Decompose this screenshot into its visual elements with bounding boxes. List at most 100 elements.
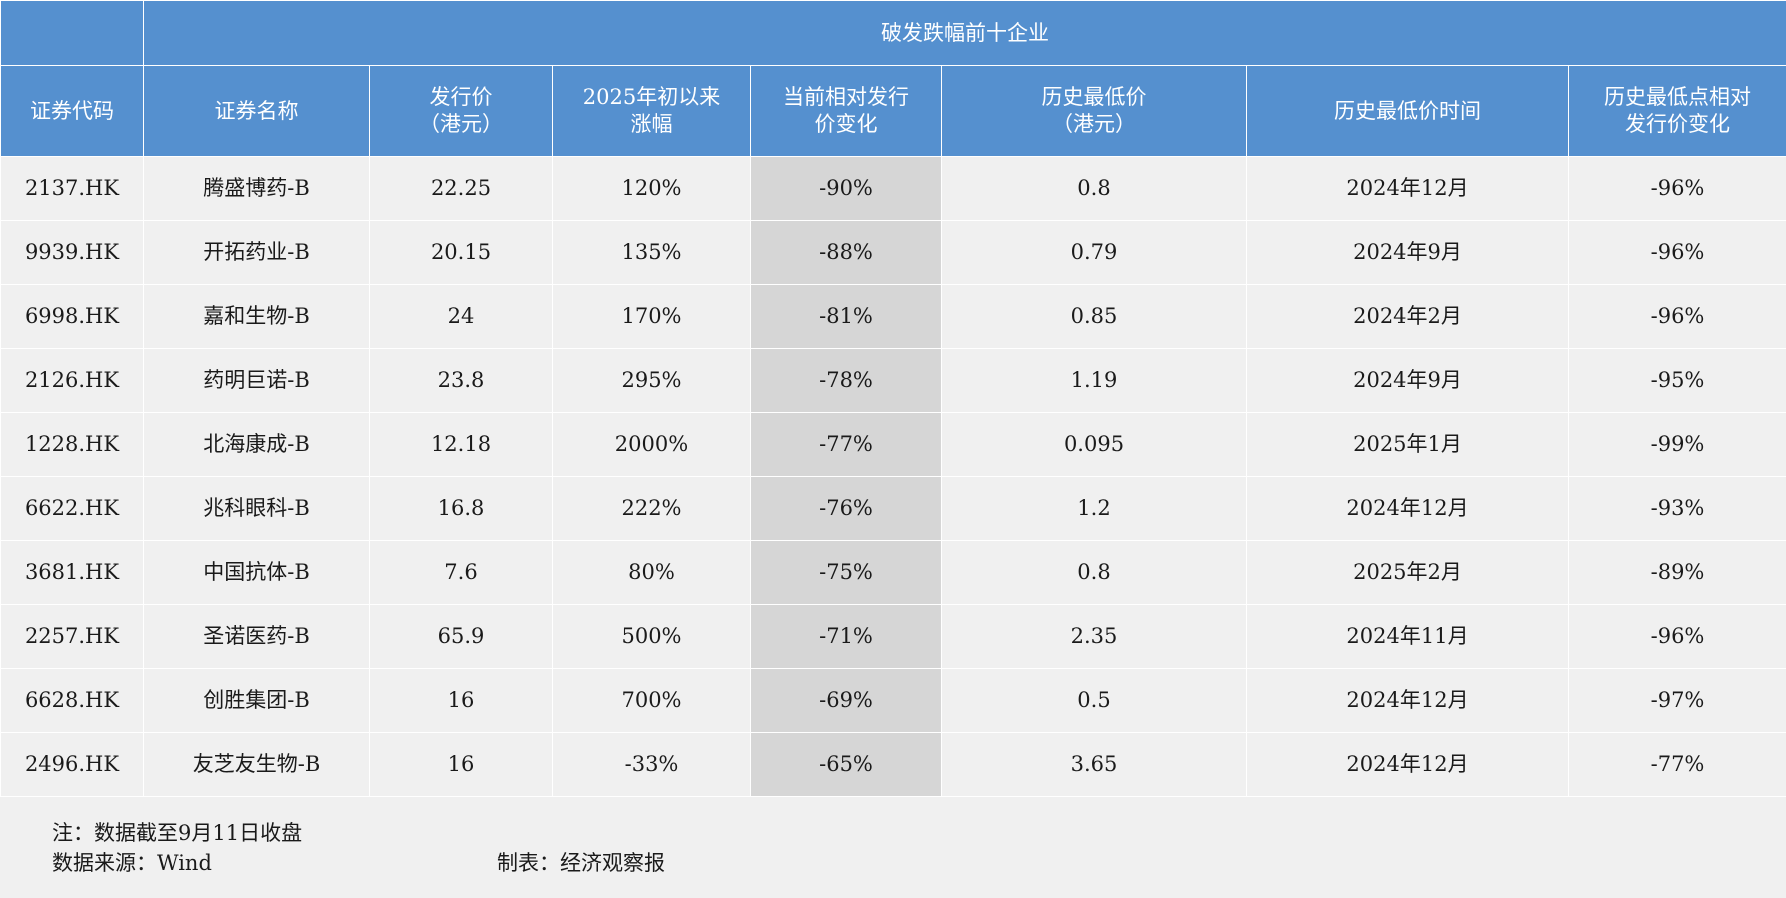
table-cell: 24 <box>369 284 553 349</box>
table-cell: 3681.HK <box>0 540 144 605</box>
table-row: 2137.HK 腾盛博药-B 22.25 120% -90% 0.8 2024年12月 -96… <box>0 156 1786 221</box>
column-header: 2025年初以来 涨幅 <box>552 65 751 157</box>
table-cell: 2024年12月 <box>1246 668 1569 733</box>
table-cell: 2257.HK <box>0 604 144 669</box>
table-cell: 2024年11月 <box>1246 604 1569 669</box>
table-cell: 2025年2月 <box>1246 540 1569 605</box>
column-header-line: 涨幅 <box>630 112 673 136</box>
table-cell: 16 <box>369 732 553 797</box>
table-cell: -75% <box>750 540 942 605</box>
table-cell: -78% <box>750 348 942 413</box>
table-cell: 0.8 <box>941 540 1247 605</box>
table-cell: 兆科眼科-B <box>143 476 370 541</box>
column-header-line: 发行价 <box>429 85 493 109</box>
table-cell: 6628.HK <box>0 668 144 733</box>
table-row: 2126.HK 药明巨诺-B 23.8 295% -78% 1.19 2024年9月 -95% <box>0 348 1786 413</box>
table-cell: -96% <box>1567 220 1786 285</box>
table-cell: 1228.HK <box>0 412 144 477</box>
table-cell: 药明巨诺-B <box>143 348 370 413</box>
table-cell: 开拓药业-B <box>143 220 370 285</box>
table-row: 9939.HK 开拓药业-B 20.15 135% -88% 0.79 2024年9月 -96… <box>0 220 1786 285</box>
data-cutoff-note: 注：数据截至9月11日收盘 <box>52 821 303 845</box>
table-cell: 20.15 <box>369 220 553 285</box>
table-row: 6998.HK 嘉和生物-B 24 170% -81% 0.85 2024年2月 -96% <box>0 284 1786 349</box>
column-header-line: 证券名称 <box>214 98 299 123</box>
table-row: 2496.HK 友芝友生物-B 16 -33% -65% 3.65 2024年12月 -77% <box>0 732 1786 797</box>
column-header-line: 历史最低点相对 <box>1604 85 1751 109</box>
table-cell: 2496.HK <box>0 732 144 797</box>
column-header-line: 当前相对发行 <box>783 85 909 109</box>
column-header: 历史最低价 （港元） <box>941 65 1247 157</box>
column-header: 历史最低价时间 <box>1246 65 1569 157</box>
table-row: 2257.HK 圣诺医药-B 65.9 500% -71% 2.35 2024年11月 -96… <box>0 604 1786 669</box>
column-header-line: （港元） <box>1052 112 1136 136</box>
blank-corner-cell <box>0 0 144 66</box>
table-cell: -33% <box>552 732 751 797</box>
column-header: 历史最低点相对 发行价变化 <box>1567 65 1786 157</box>
column-header-line: 历史最低价 <box>1041 85 1147 109</box>
column-header-line: 发行价变化 <box>1625 112 1730 136</box>
table-cell: 嘉和生物-B <box>143 284 370 349</box>
column-header: 证券名称 <box>143 65 370 157</box>
table-cell: 120% <box>552 156 751 221</box>
group-title: 破发跌幅前十企业 <box>142 0 1786 66</box>
table-cell: -96% <box>1567 284 1786 349</box>
table-row: 6628.HK 创胜集团-B 16 700% -69% 0.5 2024年12月 -97% <box>0 668 1786 733</box>
table-cell: 0.8 <box>941 156 1247 221</box>
table-cell: 2024年2月 <box>1246 284 1569 349</box>
table-cell: 0.095 <box>941 412 1247 477</box>
column-header-row: 证券代码 证券名称 发行价 （港元） 2025年初以来 涨幅 当前相对发行 价变化 历史最低价（… <box>0 65 1786 157</box>
table-cell: -95% <box>1567 348 1786 413</box>
column-header-line: 证券代码 <box>30 98 114 123</box>
table-cell: 500% <box>552 604 751 669</box>
table-cell: -69% <box>750 668 942 733</box>
table-cell: -88% <box>750 220 942 285</box>
table-cell: 16 <box>369 668 553 733</box>
column-header: 发行价 （港元） <box>369 65 553 157</box>
table-cell: 16.8 <box>369 476 553 541</box>
table-cell: 9939.HK <box>0 220 144 285</box>
column-header: 当前相对发行 价变化 <box>750 65 942 157</box>
table-cell: -77% <box>1567 732 1786 797</box>
column-header-line: 价变化 <box>814 112 878 136</box>
table-cell: 友芝友生物-B <box>143 732 370 797</box>
table-cell: -93% <box>1567 476 1786 541</box>
table-cell: 2.35 <box>941 604 1247 669</box>
table-cell: -97% <box>1567 668 1786 733</box>
table-row: 6622.HK 兆科眼科-B 16.8 222% -76% 1.2 2024年12月 -93% <box>0 476 1786 541</box>
table-cell: 0.79 <box>941 220 1247 285</box>
table-cell: 65.9 <box>369 604 553 669</box>
table-cell: 700% <box>552 668 751 733</box>
table-cell: 222% <box>552 476 751 541</box>
table-cell: -96% <box>1567 604 1786 669</box>
table-body: 2137.HK 腾盛博药-B 22.25 120% -90% 0.8 2024年12月 -96… <box>0 156 1786 797</box>
column-header-line: 2025年初以来 <box>582 85 721 109</box>
table-cell: 2024年12月 <box>1246 476 1569 541</box>
table-cell: 2024年9月 <box>1246 348 1569 413</box>
table-cell: 0.5 <box>941 668 1247 733</box>
table-cell: -71% <box>750 604 942 669</box>
table-credit: 制表：经济观察报 <box>497 851 665 875</box>
table-cell: 1.19 <box>941 348 1247 413</box>
table-cell: 22.25 <box>369 156 553 221</box>
table-cell: -65% <box>750 732 942 797</box>
table-cell: 0.85 <box>941 284 1247 349</box>
table-cell: 2126.HK <box>0 348 144 413</box>
table-cell: -81% <box>750 284 942 349</box>
table-cell: 170% <box>552 284 751 349</box>
data-table: 破发跌幅前十企业 证券代码 证券名称 发行价 （港元） 2025年初以来 涨幅 当前相对发行… <box>0 0 1786 797</box>
table-cell: 135% <box>552 220 751 285</box>
table-cell: 2024年12月 <box>1246 732 1569 797</box>
table-row: 1228.HK 北海康成-B 12.18 2000% -77% 0.095 2025年1月 -… <box>0 412 1786 477</box>
data-source-note: 数据来源：Wind <box>52 851 212 875</box>
table-cell: 2024年9月 <box>1246 220 1569 285</box>
column-header: 证券代码 <box>0 65 144 157</box>
table-cell: 6998.HK <box>0 284 144 349</box>
table-cell: 北海康成-B <box>143 412 370 477</box>
table-cell: 23.8 <box>369 348 553 413</box>
table-cell: -89% <box>1567 540 1786 605</box>
table-row: 3681.HK 中国抗体-B 7.6 80% -75% 0.8 2025年2月 -89% <box>0 540 1786 605</box>
column-header-line: （港元） <box>419 112 503 136</box>
table-cell: -90% <box>750 156 942 221</box>
